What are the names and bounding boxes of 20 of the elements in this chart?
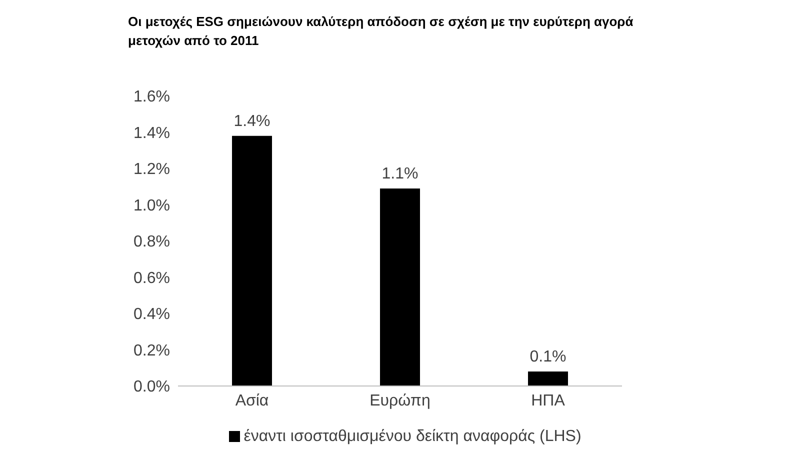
bar [380,188,420,386]
data-label: 1.1% [382,165,418,182]
y-tick-label: 0.8% [134,234,170,251]
y-tick-label: 1.0% [134,197,170,214]
y-tick-label: 1.4% [134,124,170,142]
legend-label: έναντι ισοσταθμισμένου δείκτη αναφοράς (LHS) [244,428,582,445]
y-tick-label: 1.2% [134,161,170,178]
bar [528,372,568,386]
data-label: 0.1% [530,348,566,366]
x-tick-label: Ασία [235,392,269,410]
y-tick-label: 1.6% [134,88,170,106]
chart-title: Οι μετοχές ESG σημειώνουν καλύτερη απόδοση σε σχέση με την ευρύτερη αγορά μετοχών από το 2011 [128,13,634,50]
data-label: 1.4% [234,112,270,130]
x-tick-label: Ευρώπη [370,392,430,410]
x-tick-label: ΗΠΑ [531,392,566,410]
y-tick-label: 0.6% [134,270,170,287]
y-tick-label: 0.2% [134,342,170,360]
y-tick-label: 0.4% [134,306,170,324]
y-tick-label: 0.0% [134,378,170,396]
bar [232,136,272,386]
